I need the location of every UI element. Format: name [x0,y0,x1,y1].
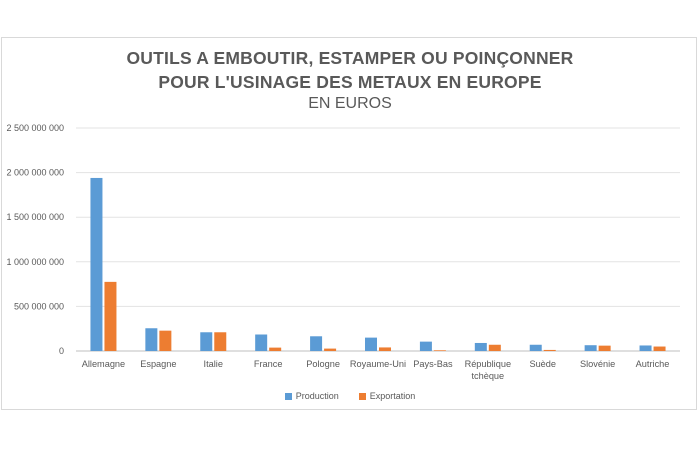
x-tick-label: Autriche [636,359,670,369]
chart-title-line2: POUR L'USINAGE DES METAUX EN EUROPE [158,72,542,92]
bar-exportation-7 [488,344,501,351]
legend-swatch-exportation [358,392,366,400]
x-tick-label: République [465,359,512,369]
bar-production-3 [255,334,268,351]
x-tick-label: tchèque [471,371,504,381]
legend-label-production: Production [295,391,339,401]
x-tick-label: Slovénie [580,359,615,369]
x-tick-label: Italie [204,359,223,369]
x-tick-label: Allemagne [82,359,125,369]
y-tick-label: 500 000 000 [14,301,64,311]
y-tick-label: 1 000 000 000 [6,257,64,267]
bar-production-1 [145,328,158,351]
bar-exportation-9 [598,345,611,351]
chart-title-line1: OUTILS A EMBOUTIR, ESTAMPER OU POINÇONNE… [126,48,574,68]
bar-exportation-3 [269,347,282,351]
bar-production-9 [584,345,597,351]
bar-production-8 [529,344,542,351]
x-tick-label: Espagne [140,359,176,369]
bar-exportation-4 [324,348,337,351]
bar-production-2 [200,332,213,351]
bar-production-7 [474,342,487,351]
legend-item-exportation: Exportation [358,391,416,401]
bar-exportation-0 [104,281,117,351]
y-tick-label: 1 500 000 000 [6,212,64,222]
bar-production-0 [90,177,103,351]
bar-exportation-10 [653,346,666,351]
legend: Production Exportation [0,391,700,401]
x-tick-label: Royaume-Uni [350,359,406,369]
chart-subtitle: EN EUROS [308,95,392,112]
y-tick-label: 0 [59,346,64,356]
bar-exportation-8 [543,349,556,351]
bar-exportation-6 [433,350,446,351]
bar-production-4 [310,336,323,351]
chart-area [1,37,697,410]
x-tick-label: Suède [529,359,556,369]
x-tick-label: Pays-Bas [413,359,453,369]
bar-exportation-5 [379,347,391,351]
legend-item-production: Production [284,391,339,401]
x-tick-label: Pologne [306,359,340,369]
bar-exportation-2 [214,332,227,351]
y-tick-label: 2 000 000 000 [6,168,64,178]
bar-production-6 [419,341,432,351]
bar-production-10 [639,345,652,351]
bar-exportation-1 [159,330,172,351]
y-tick-label: 2 500 000 000 [6,123,64,133]
legend-label-exportation: Exportation [369,391,416,401]
bar-production-5 [365,337,377,351]
legend-swatch-production [284,392,292,400]
x-tick-label: France [254,359,283,369]
